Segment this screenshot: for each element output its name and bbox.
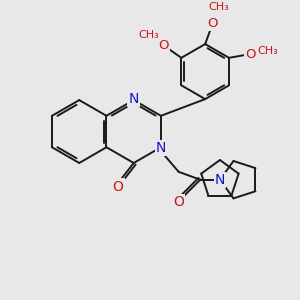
Text: N: N bbox=[156, 141, 166, 155]
Text: O: O bbox=[158, 39, 169, 52]
Text: N: N bbox=[128, 92, 139, 106]
Text: O: O bbox=[207, 17, 218, 30]
Text: CH₃: CH₃ bbox=[139, 30, 160, 40]
Text: CH₃: CH₃ bbox=[208, 2, 229, 12]
Text: O: O bbox=[245, 48, 256, 61]
Text: N: N bbox=[215, 173, 225, 187]
Text: O: O bbox=[173, 195, 184, 209]
Text: CH₃: CH₃ bbox=[257, 46, 278, 56]
Text: O: O bbox=[112, 180, 123, 194]
